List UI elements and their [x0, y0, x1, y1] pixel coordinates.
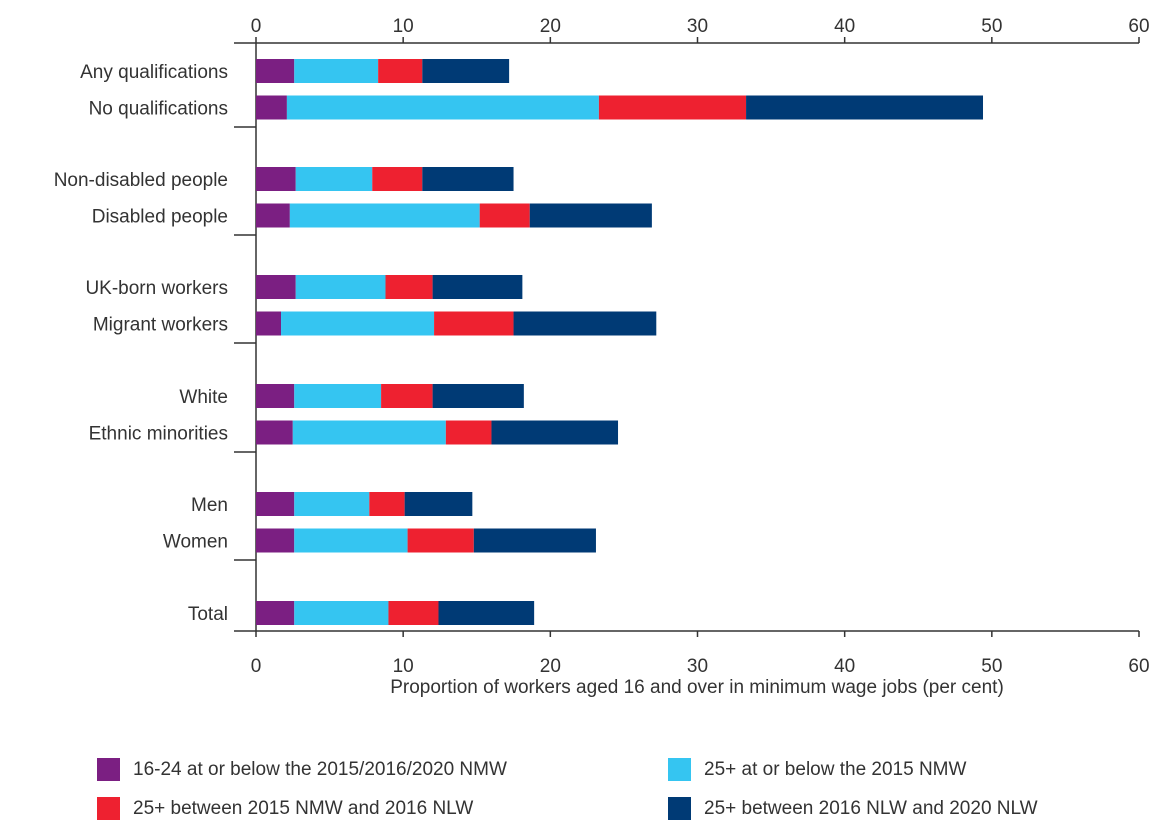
bar-segment-series-1: [256, 95, 287, 120]
x-axis-label: Proportion of workers aged 16 and over i…: [390, 677, 1004, 698]
bar-segment-series-2: [292, 420, 446, 445]
legend-swatch: [668, 797, 691, 820]
category-label: Men: [191, 495, 228, 516]
category-label: Non-disabled people: [54, 170, 228, 191]
bar-segment-series-1: [256, 203, 290, 228]
bar-segment-series-3: [369, 492, 405, 516]
bar-segment-series-2: [294, 528, 408, 553]
bar-segment-series-2: [286, 95, 599, 120]
bar-segment-series-4: [422, 59, 510, 83]
x-tick-label-bottom: 20: [540, 656, 561, 677]
bar-segment-series-2: [281, 311, 435, 336]
bar-segment-series-3: [388, 601, 439, 625]
bar-segment-series-2: [294, 59, 379, 83]
category-label: Total: [188, 604, 228, 625]
category-label: Any qualifications: [80, 62, 228, 83]
bar-segment-series-2: [294, 492, 370, 516]
bar-segment-series-2: [295, 167, 373, 191]
bar-segment-series-2: [289, 203, 480, 228]
bar-segment-series-1: [256, 528, 295, 553]
bar-segment-series-4: [473, 528, 596, 553]
category-label: White: [179, 387, 228, 408]
x-tick-label-top: 50: [981, 16, 1002, 37]
bar-segment-series-3: [407, 528, 474, 553]
legend-item-16-24: 16-24 at or below the 2015/2016/2020 NMW: [97, 758, 507, 781]
bar-segment-series-3: [445, 420, 492, 445]
x-tick-label-bottom: 40: [834, 656, 855, 677]
bar-segment-series-3: [434, 311, 514, 336]
bar-segment-series-1: [256, 311, 282, 336]
x-tick-label-bottom: 10: [393, 656, 414, 677]
x-tick-label-top: 60: [1128, 16, 1149, 37]
x-tick-label-top: 40: [834, 16, 855, 37]
bar-segment-series-4: [746, 95, 984, 120]
category-label: Ethnic minorities: [89, 424, 228, 445]
bar-segment-series-1: [256, 275, 296, 299]
bar-segment-series-1: [256, 420, 293, 445]
bar-segment-series-3: [385, 275, 433, 299]
bar-segment-series-1: [256, 384, 295, 408]
bar-segment-series-3: [372, 167, 423, 191]
x-tick-label-top: 10: [393, 16, 414, 37]
legend-label: 25+ at or below the 2015 NMW: [704, 758, 967, 780]
legend-label: 25+ between 2016 NLW and 2020 NLW: [704, 797, 1038, 819]
legend-item-25-2016-2020: 25+ between 2016 NLW and 2020 NLW: [668, 797, 1038, 820]
legend-label: 16-24 at or below the 2015/2016/2020 NMW: [133, 758, 507, 780]
bar-segment-series-4: [404, 492, 473, 516]
legend-item-25-below-2015: 25+ at or below the 2015 NMW: [668, 758, 966, 781]
legend-swatch: [668, 758, 691, 781]
category-label: UK-born workers: [85, 278, 228, 299]
legend-label: 25+ between 2015 NMW and 2016 NLW: [133, 797, 474, 819]
x-tick-label-bottom: 50: [981, 656, 1002, 677]
bar-segment-series-2: [294, 601, 389, 625]
category-label: Migrant workers: [93, 315, 228, 336]
bar-segment-series-3: [381, 384, 433, 408]
bar-segment-series-2: [294, 384, 382, 408]
category-label: No qualifications: [89, 99, 228, 120]
x-tick-label-bottom: 60: [1128, 656, 1149, 677]
bar-segment-series-4: [422, 167, 514, 191]
bar-segment-series-4: [529, 203, 652, 228]
bar-segment-series-1: [256, 167, 296, 191]
bar-segment-series-4: [432, 275, 523, 299]
x-tick-label-top: 20: [540, 16, 561, 37]
bar-segment-series-1: [256, 59, 295, 83]
x-tick-label-top: 0: [251, 16, 262, 37]
bar-segment-series-1: [256, 601, 295, 625]
bar-segment-series-4: [491, 420, 619, 445]
legend-item-25-2015-2016: 25+ between 2015 NMW and 2016 NLW: [97, 797, 473, 820]
bar-segment-series-3: [479, 203, 530, 228]
bar-segment-series-2: [295, 275, 386, 299]
bar-segment-series-3: [598, 95, 747, 120]
category-label: Women: [163, 532, 228, 553]
x-tick-label-top: 30: [687, 16, 708, 37]
bar-segment-series-1: [256, 492, 295, 516]
x-tick-label-bottom: 0: [251, 656, 262, 677]
category-label: Disabled people: [92, 207, 228, 228]
bar-segment-series-4: [513, 311, 657, 336]
bar-segment-series-4: [432, 384, 524, 408]
bar-segment-series-4: [438, 601, 535, 625]
bar-segment-series-3: [378, 59, 423, 83]
legend-swatch: [97, 758, 120, 781]
legend-swatch: [97, 797, 120, 820]
x-tick-label-bottom: 30: [687, 656, 708, 677]
